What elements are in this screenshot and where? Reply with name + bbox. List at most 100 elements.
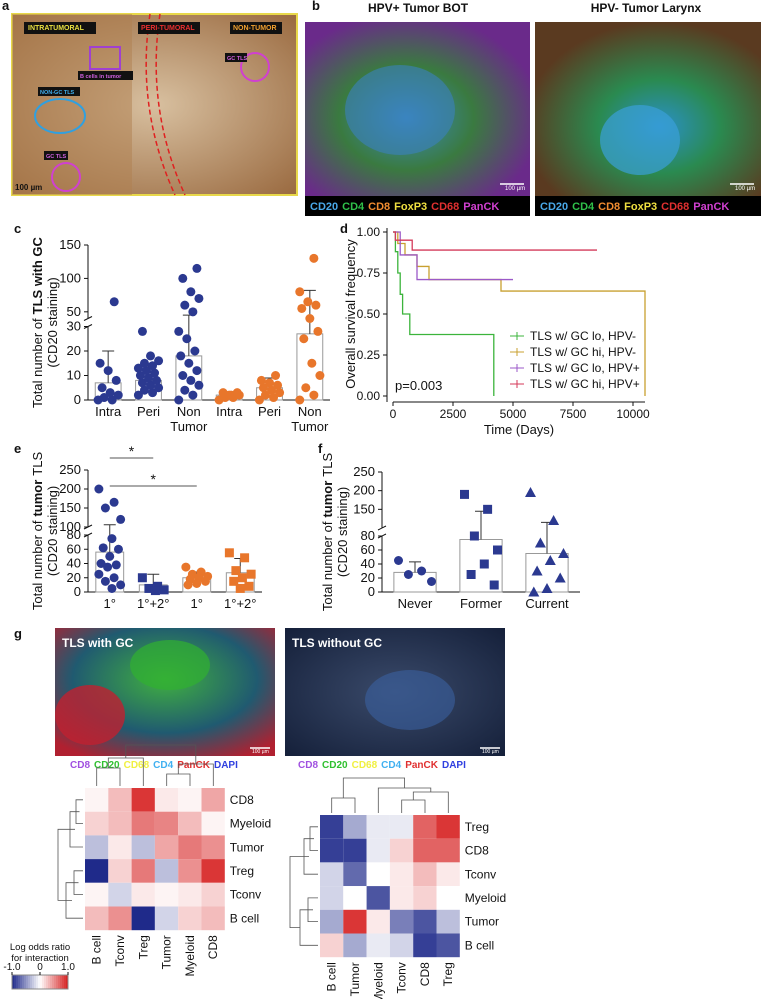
heatmap-cell [436,886,460,910]
stain-label: CD4 [342,201,365,213]
stain-label: CD68 [124,760,150,771]
y-tick-label: 30 [67,319,81,334]
y-tick-label: 100 [59,270,81,285]
column-label: Tconv [395,962,409,993]
heatmap-cell [178,859,202,883]
point [271,371,281,380]
y-tick-label: 250 [353,464,375,479]
x-tick-label: 2500 [440,407,467,421]
column-label: CD8 [206,935,220,959]
y-tick-label: 20 [361,570,375,585]
column-label: Tumor [348,962,362,996]
stain-label: PanCK [405,760,439,771]
heatmap-cell [154,811,179,836]
y-tick-label: 100 [59,519,81,534]
heatmap-cell [178,906,202,931]
point [244,581,254,591]
point [107,583,117,593]
y-axis-title: Overall survival frequency [343,239,358,389]
point [309,390,319,400]
heatmap-cell [201,859,225,883]
point [174,395,184,405]
x-tick-label: Intra [95,404,122,419]
y-axis [83,245,93,400]
point [531,565,543,576]
column-label: CD8 [418,962,432,986]
point [237,573,247,583]
x-tick-label: Intra [216,404,243,419]
significance-label: * [151,471,157,487]
point [295,287,305,297]
panel-letter: e [14,441,21,456]
column-label: Treg [136,935,150,959]
heatmap-cell [201,788,225,812]
point [111,560,121,570]
point [100,503,110,513]
scale-label: 100 µm [252,749,269,755]
image-title: TLS with GC [62,636,134,650]
panel-a-image: INTRATUMORAL PERI-TUMORAL NON-TUMOR B ce… [11,13,298,196]
region-label: INTRATUMORAL [28,25,85,32]
point [229,576,239,586]
y-axis-title-part: TLS with GC [30,236,45,314]
legend-label: TLS w/ GC lo, HPV+ [530,361,640,375]
point [483,504,493,514]
y-tick-label: 0.75 [357,266,381,280]
legend-label: TLS w/ GC hi, HPV+ [530,377,640,391]
point [109,297,119,307]
colorbar-step [32,975,35,989]
heatmap-cell [108,811,132,836]
colorbar-step [62,975,65,989]
point [139,385,149,395]
panel-b-image [305,22,761,216]
point [260,390,270,400]
column-label: Tumor [160,935,174,969]
panel-letter: d [340,221,348,236]
panel-g-image [55,628,505,756]
point [307,358,317,368]
dendrogram [331,777,449,813]
legend-label: TLS w/ GC hi, HPV- [530,345,636,359]
image-title: HPV+ Tumor BOT [368,1,469,15]
y-axis-title-part: Total number of [320,521,335,611]
point [305,314,315,323]
point [144,583,154,593]
x-tick-label: 7500 [560,407,587,421]
stain-label: CD8 [298,760,318,771]
colorbar-step [22,975,25,989]
panel-letter: b [312,0,320,13]
point [103,366,113,376]
point [254,395,264,405]
point [144,373,153,383]
heatmap-cell [436,909,460,934]
stain-label: DAPI [214,760,238,771]
colorbar-step [52,975,55,989]
heatmap-cell [389,909,414,934]
row-label: Tumor [230,840,264,854]
stain-label: CD68 [431,201,459,213]
point [493,545,502,555]
row-label: Tconv [465,867,496,881]
survival-curve [393,231,513,281]
point [186,375,196,385]
heatmap-cell [178,811,202,836]
heatmap-cell [343,886,367,910]
heatmap-cell [108,859,132,883]
y-tick-label: 150 [59,500,81,515]
y-axis-title-part: tumor [30,480,45,517]
heatmap-cell [178,882,202,907]
region-label: PERI-TUMORAL [141,25,195,32]
heatmap-cell [343,862,367,887]
x-axis-title: Time (Days) [484,422,554,437]
point [97,383,107,393]
y-tick-label: 150 [59,237,81,252]
x-tick-label: 1°+2° [137,596,169,611]
heatmap-cell [131,835,155,860]
heatmap-cell [320,933,344,958]
heatmap-cell [85,882,109,907]
heatmap-cell [343,909,367,934]
column-label: Myeloid [371,962,385,999]
colorbar-step [38,975,41,989]
point [113,390,123,400]
point [235,583,245,593]
